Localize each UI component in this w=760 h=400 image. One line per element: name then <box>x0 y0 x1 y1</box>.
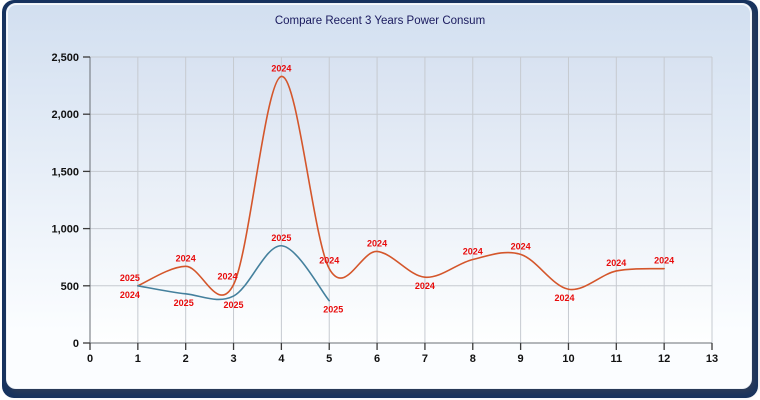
point-label-2024: 2024 <box>606 258 626 268</box>
x-axis-tick-label: 12 <box>658 353 670 365</box>
y-axis-tick-label: 500 <box>61 281 79 293</box>
point-label-2024: 2024 <box>415 281 435 291</box>
x-axis-tick-label: 1 <box>135 353 141 365</box>
x-axis-tick-label: 9 <box>518 353 524 365</box>
point-label-2024: 2024 <box>654 256 674 266</box>
x-axis-tick-label: 8 <box>470 353 476 365</box>
x-axis-tick-label: 13 <box>706 353 718 365</box>
point-label-2024: 2024 <box>218 272 238 282</box>
point-label-2024: 2024 <box>176 253 196 263</box>
point-label-2025: 2025 <box>323 305 343 315</box>
series-line-2024 <box>137 75 665 296</box>
x-axis-tick-label: 7 <box>422 353 428 365</box>
y-axis-tick-label: 2,500 <box>51 52 79 64</box>
x-axis-tick-label: 6 <box>374 353 380 365</box>
y-axis-tick-label: 1,500 <box>51 166 79 178</box>
x-axis-tick-label: 3 <box>230 353 236 365</box>
point-label-2025: 2025 <box>224 300 244 310</box>
point-label-2024: 2024 <box>463 246 483 256</box>
point-label-2024: 2024 <box>367 238 387 248</box>
x-axis-tick-label: 10 <box>562 353 574 365</box>
x-axis-tick-label: 0 <box>87 353 93 365</box>
chart-title: Compare Recent 3 Years Power Consum <box>274 15 486 27</box>
x-axis-tick-label: 11 <box>610 353 622 365</box>
y-axis-tick-label: 1,000 <box>51 224 79 236</box>
point-label-2024: 2024 <box>120 290 140 300</box>
point-label-2025: 2025 <box>174 298 194 308</box>
x-axis-tick-label: 4 <box>278 353 285 365</box>
point-label-2025: 2025 <box>271 233 291 243</box>
x-axis-tick-label: 2 <box>183 353 189 365</box>
x-axis-tick-label: 5 <box>326 353 332 365</box>
y-axis-tick-label: 0 <box>73 338 79 350</box>
point-label-2024: 2024 <box>554 293 574 303</box>
series-line-2025 <box>137 244 331 302</box>
point-label-2025: 2025 <box>120 273 140 283</box>
point-label-2024: 2024 <box>271 63 291 73</box>
point-label-2024: 2024 <box>319 256 339 266</box>
y-axis-tick-label: 2,000 <box>51 109 79 121</box>
point-label-2024: 2024 <box>511 241 531 251</box>
